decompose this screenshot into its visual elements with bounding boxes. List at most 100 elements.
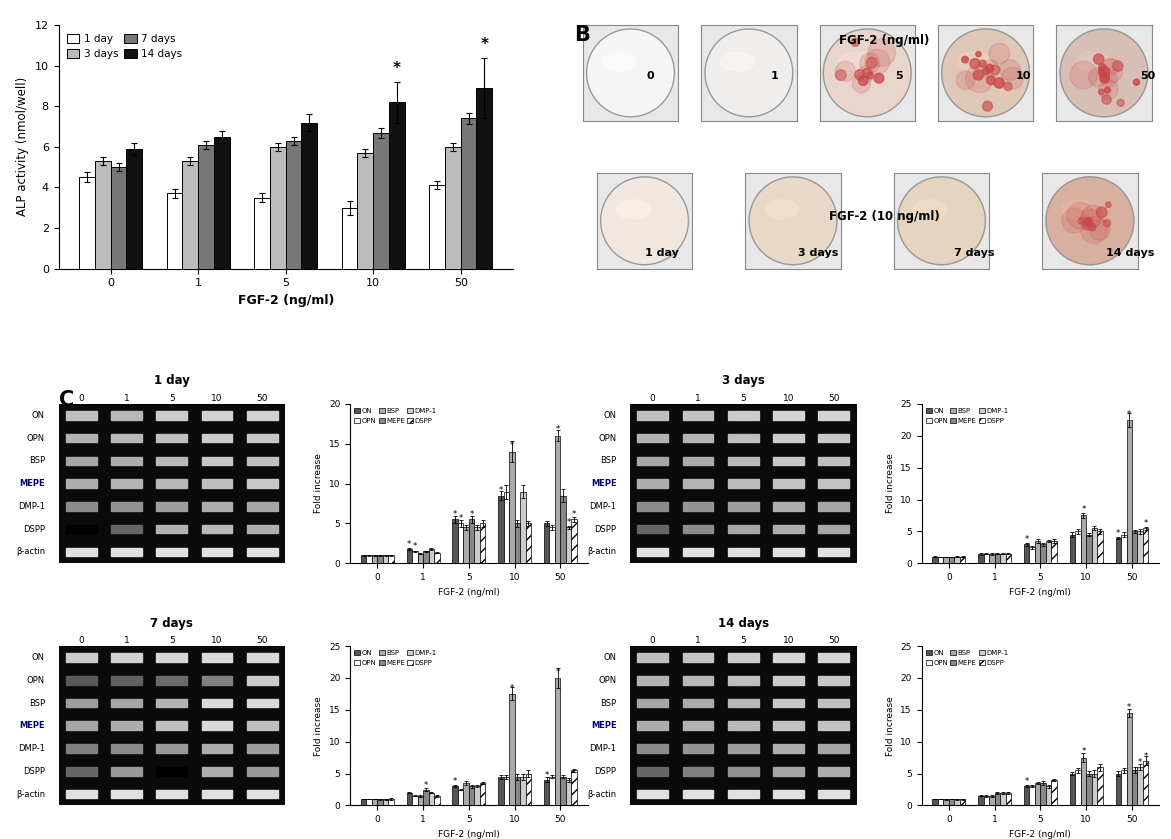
Bar: [728, 789, 759, 799]
Bar: [1121, 770, 1127, 805]
Ellipse shape: [1062, 200, 1095, 219]
Bar: [1035, 783, 1040, 805]
Bar: [157, 411, 187, 420]
X-axis label: FGF-2 (ng/ml): FGF-2 (ng/ml): [1009, 830, 1071, 839]
Bar: [201, 676, 233, 685]
Ellipse shape: [913, 200, 946, 219]
Circle shape: [979, 60, 986, 67]
Bar: [157, 479, 187, 488]
Bar: [474, 528, 480, 563]
Bar: [637, 722, 669, 730]
Bar: [637, 479, 669, 488]
Bar: [157, 699, 187, 707]
Bar: [1091, 774, 1097, 805]
Circle shape: [1001, 67, 1023, 89]
Bar: [166, 194, 183, 268]
Bar: [773, 548, 804, 556]
Bar: [555, 678, 561, 805]
Bar: [989, 796, 994, 805]
Text: C: C: [59, 390, 74, 410]
Bar: [683, 699, 713, 707]
Circle shape: [973, 70, 984, 80]
Bar: [111, 167, 126, 268]
Bar: [477, 88, 492, 268]
Circle shape: [868, 39, 896, 66]
Text: MEPE: MEPE: [591, 479, 616, 488]
Circle shape: [961, 56, 968, 63]
Bar: [474, 786, 480, 805]
Bar: [1116, 774, 1121, 805]
Circle shape: [1134, 79, 1139, 86]
Bar: [157, 744, 187, 753]
Circle shape: [852, 75, 870, 93]
Bar: [247, 744, 278, 753]
Bar: [66, 699, 96, 707]
Bar: [498, 496, 504, 563]
Bar: [773, 502, 804, 511]
Circle shape: [1102, 59, 1118, 76]
Text: BSP: BSP: [29, 699, 44, 707]
Bar: [357, 153, 374, 268]
Text: 7 days: 7 days: [953, 248, 994, 258]
Bar: [683, 722, 713, 730]
Text: *: *: [545, 771, 549, 780]
Bar: [728, 767, 759, 775]
Bar: [683, 411, 713, 420]
Bar: [480, 524, 485, 563]
Bar: [111, 789, 142, 799]
Bar: [126, 149, 142, 268]
Text: *: *: [424, 780, 427, 789]
Text: 1 day: 1 day: [645, 248, 678, 258]
Bar: [247, 654, 278, 662]
Bar: [66, 411, 96, 420]
Text: DSPP: DSPP: [595, 767, 616, 776]
Bar: [377, 799, 383, 805]
Bar: [978, 796, 984, 805]
Bar: [728, 524, 759, 534]
Bar: [464, 783, 468, 805]
Bar: [1137, 531, 1143, 563]
Text: OPN: OPN: [598, 675, 616, 685]
Bar: [683, 789, 713, 799]
Bar: [1023, 786, 1029, 805]
Y-axis label: Fold increase: Fold increase: [885, 696, 895, 756]
Circle shape: [1089, 219, 1110, 240]
Bar: [683, 744, 713, 753]
Bar: [254, 197, 271, 268]
Bar: [111, 722, 142, 730]
Bar: [247, 434, 278, 442]
Circle shape: [1104, 87, 1110, 93]
Bar: [342, 208, 357, 268]
Bar: [545, 780, 549, 805]
Y-axis label: Fold increase: Fold increase: [885, 454, 895, 513]
Text: *: *: [555, 425, 560, 434]
Bar: [683, 767, 713, 775]
Legend: ON, OPN, BSP, MEPE, DMP-1, DSPP: ON, OPN, BSP, MEPE, DMP-1, DSPP: [925, 649, 1009, 666]
Circle shape: [1112, 61, 1123, 71]
Ellipse shape: [1076, 52, 1109, 71]
Bar: [361, 555, 367, 563]
Text: B: B: [574, 25, 590, 45]
Text: *: *: [1116, 529, 1121, 538]
Bar: [819, 722, 849, 730]
Bar: [819, 502, 849, 511]
Bar: [157, 548, 187, 556]
Bar: [201, 722, 233, 730]
Title: 3 days: 3 days: [721, 374, 765, 388]
Circle shape: [860, 54, 879, 73]
Bar: [66, 479, 96, 488]
Circle shape: [966, 65, 993, 92]
Bar: [1006, 793, 1011, 805]
Bar: [944, 557, 949, 563]
Y-axis label: Fold increase: Fold increase: [314, 696, 323, 756]
Bar: [549, 777, 555, 805]
Bar: [1097, 531, 1103, 563]
Bar: [773, 722, 804, 730]
Circle shape: [1062, 208, 1087, 233]
Text: DMP-1: DMP-1: [18, 502, 44, 511]
Bar: [247, 524, 278, 534]
Bar: [683, 654, 713, 662]
Bar: [728, 456, 759, 465]
Text: 5: 5: [895, 71, 903, 81]
Text: *: *: [392, 61, 400, 76]
